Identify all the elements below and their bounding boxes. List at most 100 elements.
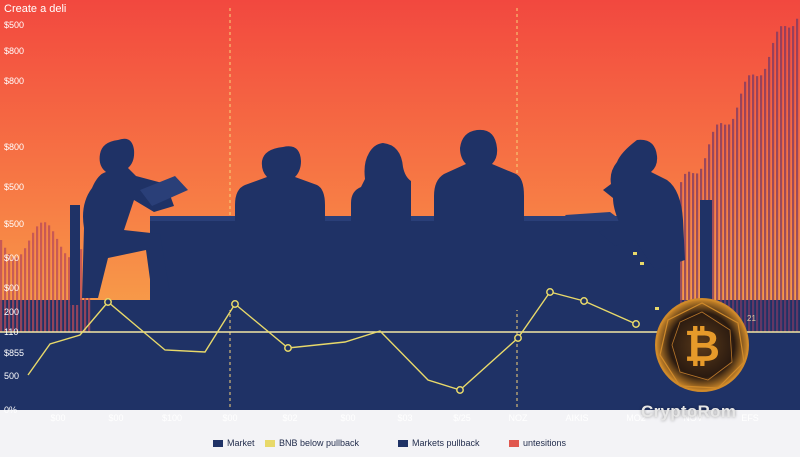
legend-label: BNB below pullback [279, 438, 360, 448]
price-point [514, 334, 522, 342]
legend-item-bnb: BNB below pullback [265, 438, 359, 448]
background-bar [760, 75, 763, 333]
watermark: CryptoRom [641, 402, 737, 421]
x-axis-label: $02 [282, 413, 298, 423]
y-axis-label: $800 [4, 76, 25, 86]
background-bar [748, 75, 751, 332]
y-axis-label: 200 [4, 307, 20, 317]
person-4 [434, 129, 524, 236]
legend-swatch [265, 439, 275, 447]
x-axis-label: MO2 [626, 413, 646, 423]
legend-label: untesitions [523, 438, 567, 448]
background-bar [764, 68, 767, 332]
person-2 [235, 146, 325, 235]
y-axis-label: 0% [4, 405, 18, 415]
background-bar [0, 240, 3, 332]
background-bar [20, 254, 23, 332]
legend-swatch [398, 439, 408, 447]
background-bar [684, 173, 687, 332]
background-bar [712, 131, 715, 332]
background-bar [56, 238, 59, 332]
paper-1 [140, 176, 188, 206]
price-point [231, 300, 239, 308]
background-bar [776, 31, 779, 332]
bitcoin-coin-icon: ₿ [655, 298, 749, 392]
y-axis-label: $00 [4, 253, 20, 263]
price-point [284, 344, 292, 352]
chart-title: Create a deli [4, 3, 67, 15]
background-bar [744, 81, 747, 333]
background-bar [756, 76, 759, 332]
small-marker [655, 307, 659, 310]
chair-5 [700, 200, 712, 300]
background-bar [28, 240, 31, 332]
background-bar [60, 246, 63, 332]
background-bar [784, 26, 787, 332]
background-bar [788, 27, 791, 332]
background-bar [728, 124, 731, 332]
x-axis-label: $00 [340, 413, 356, 423]
background-bar [24, 248, 27, 332]
legend-swatch [509, 439, 519, 447]
legend-item-market: Market [213, 438, 255, 448]
background-bar [716, 124, 719, 333]
background-bar [36, 226, 39, 332]
badge-number: 21 [747, 314, 756, 323]
axis-strip [0, 410, 800, 457]
background-bar [696, 173, 699, 332]
x-axis-label: NOZ [508, 413, 528, 423]
y-axis-label: $800 [4, 46, 25, 56]
y-axis-label: $800 [4, 142, 25, 152]
background-bar [688, 171, 691, 332]
y-axis-label: $500 [4, 219, 25, 229]
background-bar [16, 257, 19, 332]
y-axis-label: $00 [4, 283, 20, 293]
x-axis-label: $/25 [453, 413, 471, 423]
price-line [27, 291, 637, 391]
x-axis-label: NOV [683, 413, 703, 423]
background-bar [792, 26, 795, 332]
price-point [104, 298, 112, 306]
background-bar [68, 257, 71, 332]
y-axis-label: $500 [4, 20, 25, 30]
x-axis-label: $03 [397, 413, 413, 423]
background-bar [752, 74, 755, 332]
legend-label: Market [227, 438, 255, 448]
background-bar [32, 232, 35, 332]
background-bar [780, 26, 783, 332]
x-axis-label: $100 [161, 413, 183, 423]
price-point [632, 320, 640, 328]
svg-text:₿: ₿ [684, 322, 720, 371]
background-bar [40, 222, 43, 332]
price-point [546, 288, 554, 296]
legend-item-markets-pullback: Markets pullback [398, 438, 480, 448]
background-bar [4, 247, 7, 332]
background-bar [768, 56, 771, 333]
background-bar [736, 107, 739, 332]
background-bar [740, 93, 743, 332]
paper-5 [565, 212, 618, 221]
y-axis-label: $500 [4, 182, 25, 192]
x-axis-label: AIKIS [565, 413, 589, 423]
person-1 [82, 138, 174, 298]
background-bar [720, 123, 723, 332]
legend-label: Markets pullback [412, 438, 480, 448]
background-bar [8, 253, 11, 332]
background-bar [796, 18, 799, 333]
people-silhouettes [70, 129, 712, 305]
small-marker [633, 252, 637, 255]
background-bar [48, 225, 51, 332]
legend: Market BNB below pullback Markets pullba… [0, 438, 800, 452]
x-axis-label: $00 [222, 413, 238, 423]
background-bar [724, 124, 727, 332]
y-axis-label: 110 [4, 327, 19, 337]
price-point [456, 386, 464, 394]
legend-item-untesitions: untesitions [509, 438, 566, 448]
small-markers [633, 252, 659, 310]
x-axis-label: EFS [741, 413, 759, 423]
y-axis-label: 500 [4, 371, 20, 381]
price-point [580, 297, 588, 305]
legend-swatch [213, 439, 223, 447]
